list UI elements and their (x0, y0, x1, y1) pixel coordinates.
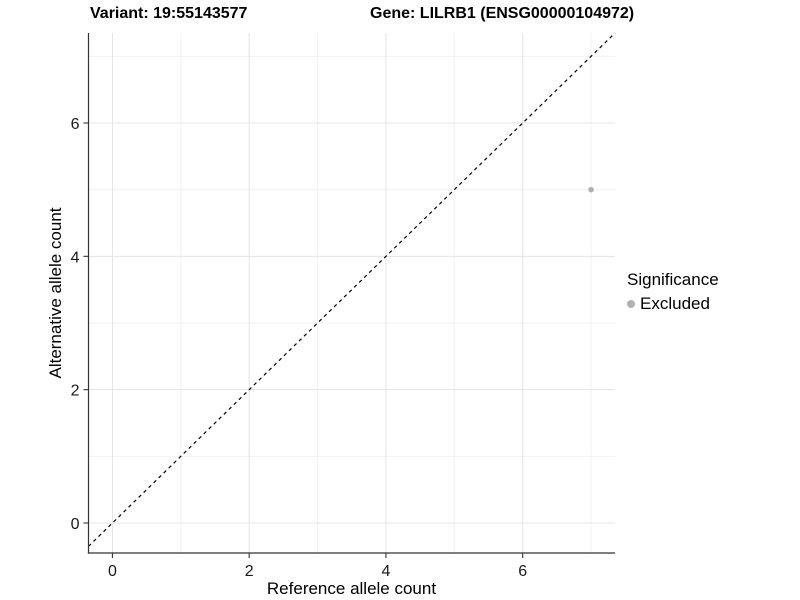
data-point (588, 186, 594, 193)
legend-key-dot-icon (627, 300, 635, 308)
y-tick-label: 0 (71, 516, 80, 533)
x-axis-title: Reference allele count (266, 579, 437, 598)
variant-title: Variant: 19:55143577 (90, 5, 248, 22)
legend-title: Significance (627, 270, 719, 289)
legend-item-excluded: Excluded (627, 294, 719, 314)
y-tick-label: 2 (71, 383, 80, 400)
identity-line (88, 32, 616, 547)
x-tick-label: 0 (108, 563, 117, 580)
x-tick-label: 4 (381, 563, 390, 580)
y-axis-title: Alternative allele count (46, 207, 65, 379)
x-tick-label: 2 (245, 563, 254, 580)
x-tick-label: 6 (518, 563, 527, 580)
y-tick-label: 6 (71, 116, 80, 133)
y-tick-label: 4 (71, 249, 80, 266)
gene-title: Gene: LILRB1 (ENSG00000104972) (370, 5, 635, 22)
legend-item-label: Excluded (640, 294, 710, 313)
legend: Significance Excluded (627, 270, 719, 314)
